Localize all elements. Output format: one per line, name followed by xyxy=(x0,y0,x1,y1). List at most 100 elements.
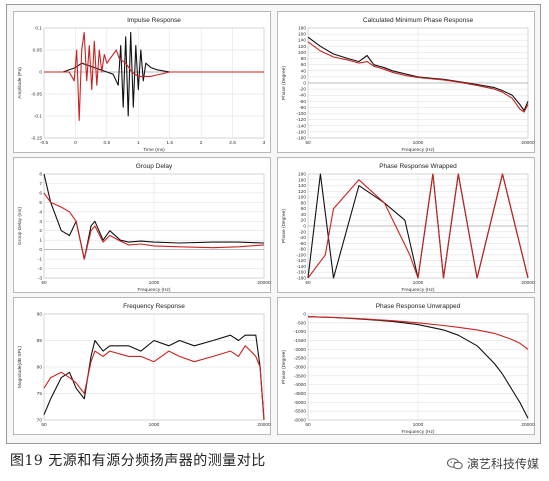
y-tick-label: 180 xyxy=(298,26,306,32)
y-tick-label: 0 xyxy=(303,224,306,230)
y-tick-label: 40 xyxy=(301,68,307,74)
y-axis-label: Phase (Degree) xyxy=(281,66,287,100)
plot-group: Phase Response Wrapped -180-160-140-120-1… xyxy=(281,163,535,293)
y-tick-label: 140 xyxy=(298,38,306,44)
y-tick-label: 0 xyxy=(303,81,306,87)
x-tick-label: 1 xyxy=(137,140,140,146)
x-axis-label: Frequency (Hz) xyxy=(401,287,434,293)
y-tick-label: 60 xyxy=(301,206,307,212)
chart-svg: Group Delay -3 -2 -1 0 1 2 3 4 5 6 7 8 50 1000 20000 Fre… xyxy=(17,163,271,293)
y-tick-label: 75 xyxy=(37,391,43,397)
y-tick-label: -120 xyxy=(296,258,306,264)
series-line-black xyxy=(43,173,265,260)
y-tick-label: -180 xyxy=(296,136,306,142)
series-line-red xyxy=(307,41,529,113)
y-tick-label: 1 xyxy=(39,238,42,244)
brand-name: 演艺科技传媒 xyxy=(466,457,539,471)
y-tick-label: -6000 xyxy=(294,418,307,424)
chart-panel-group-delay: Group Delay -3 -2 -1 0 1 2 3 4 5 6 7 8 50 1000 20000 Fre… xyxy=(13,157,271,293)
y-tick-label: -100 xyxy=(296,252,306,258)
x-tick-label: 1000 xyxy=(413,280,424,286)
chart-panel-phase-wrapped: Phase Response Wrapped -180 -160 -140 -120 -1… xyxy=(277,157,535,293)
chart-svg: Frequency Response 70 75 80 85 90 50 1000 20000 M… xyxy=(17,303,271,428)
y-tick-label: 0 xyxy=(39,70,42,76)
y-tick-label: -80 xyxy=(299,247,306,253)
chart-panel-phase-unwrapped: Phase Response Unwrapped -6000 -5500 -5000-… xyxy=(277,297,535,435)
brand-watermark: 演艺科技传媒 xyxy=(446,455,539,472)
y-tick-label: 5 xyxy=(39,200,42,206)
y-tick-label: -0.15 xyxy=(31,136,42,142)
chart-title: Calculated Minimum Phase Response xyxy=(363,17,474,24)
y-tick-label: -2 xyxy=(38,266,43,272)
x-axis-label: Time (ms) xyxy=(143,147,165,153)
x-tick-label: 2 xyxy=(200,140,203,146)
y-axis-label: Group Delay (ms) xyxy=(17,207,23,245)
figure-caption: 图19 无源和有源分频扬声器的测量对比 xyxy=(10,453,266,469)
series-line-red xyxy=(307,173,529,279)
chart-svg: Calculated Minimum Phase Response -180-16… xyxy=(281,17,535,153)
y-tick-label: -180 xyxy=(296,276,306,282)
x-tick-label: 1000 xyxy=(413,422,424,428)
y-tick-label: 100 xyxy=(298,50,306,56)
x-tick-label: -0.5 xyxy=(40,140,49,146)
y-tick-label: -40 xyxy=(299,93,306,99)
y-tick-label: 90 xyxy=(37,312,43,318)
y-tick-label: 7 xyxy=(39,181,42,187)
y-tick-label: -4000 xyxy=(294,382,307,388)
chart-title: Phase Response Unwrapped xyxy=(376,303,461,310)
y-tick-label: 70 xyxy=(37,418,43,424)
y-tick-label: -0.1 xyxy=(34,114,43,120)
y-tick-label: 80 xyxy=(301,200,307,206)
y-tick-label: -160 xyxy=(296,270,306,276)
y-tick-label: 0.05 xyxy=(33,48,43,54)
x-tick-label: 50 xyxy=(41,422,47,428)
plot-group: Impulse Response -0.15 -0.1 -0.05 0 0.05 0.1 -0… xyxy=(17,17,266,153)
x-tick-label: 1000 xyxy=(149,422,160,428)
plot-area xyxy=(43,27,265,139)
y-tick-label: -5000 xyxy=(294,400,307,406)
y-tick-label: -20 xyxy=(299,87,306,93)
y-tick-label: 0 xyxy=(39,247,42,253)
x-tick-label: 50 xyxy=(41,280,47,286)
chart-panel-frequency-response: Frequency Response 70 75 80 85 90 50 1000 20000 M… xyxy=(13,297,271,435)
x-tick-label: 20000 xyxy=(521,422,535,428)
wechat-icon xyxy=(446,457,463,469)
chart-svg: Phase Response Wrapped -180-160-140-120-1… xyxy=(281,163,535,293)
x-tick-label: 1000 xyxy=(149,280,160,286)
series-line-black xyxy=(307,36,529,112)
y-tick-label: -60 xyxy=(299,99,306,105)
y-tick-label: -100 xyxy=(296,111,306,117)
y-tick-label: 4 xyxy=(39,209,42,215)
y-tick-label: -140 xyxy=(296,123,306,129)
y-tick-label: 3 xyxy=(39,219,42,225)
series-line-red xyxy=(44,31,264,121)
x-tick-label: 20000 xyxy=(521,280,535,286)
y-tick-label: 60 xyxy=(301,62,307,68)
y-axis-label: Phase (Degree) xyxy=(281,209,287,243)
plot-group: Frequency Response 70 75 80 85 90 50 1000 20000 M… xyxy=(17,303,271,428)
y-tick-label: -20 xyxy=(299,229,306,235)
plot-group: Phase Response Unwrapped-6000-5500-5000-… xyxy=(281,303,535,435)
y-tick-label: -160 xyxy=(296,129,306,135)
y-tick-label: 100 xyxy=(298,195,306,201)
x-tick-label: 2.5 xyxy=(229,140,236,146)
series-line-red xyxy=(43,345,265,421)
y-tick-label: -3000 xyxy=(294,365,307,371)
y-tick-label: -1 xyxy=(38,257,43,263)
y-tick-label: -2500 xyxy=(294,356,307,362)
chart-title: Phase Response Wrapped xyxy=(379,163,457,170)
series-line-black xyxy=(44,31,264,117)
chart-title: Impulse Response xyxy=(127,17,181,24)
y-tick-label: -1500 xyxy=(294,338,307,344)
y-tick-label: 160 xyxy=(298,32,306,38)
x-axis-label: Frequency (Hz) xyxy=(401,147,434,153)
y-tick-label: 160 xyxy=(298,177,306,183)
y-tick-label: 20 xyxy=(301,218,307,224)
y-axis-label: Amplitude (Pa) xyxy=(17,67,23,99)
x-axis-label: Frequency (Hz) xyxy=(137,287,170,293)
y-tick-label: -500 xyxy=(296,320,306,326)
chart-title: Frequency Response xyxy=(123,303,185,310)
x-tick-label: 0.5 xyxy=(104,140,111,146)
y-tick-label: -3500 xyxy=(294,373,307,379)
y-tick-label: 80 xyxy=(37,365,43,371)
